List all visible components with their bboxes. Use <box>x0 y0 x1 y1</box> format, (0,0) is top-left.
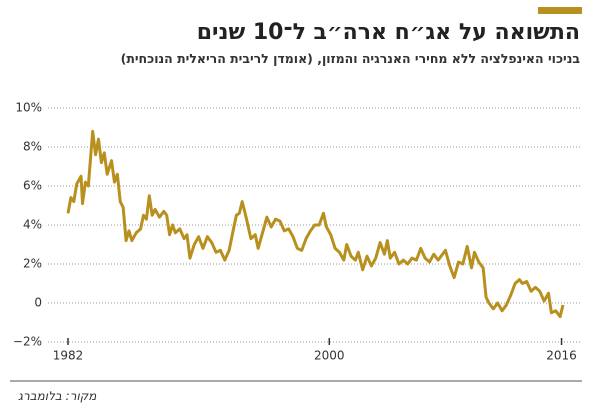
x-tick-label: 2000 <box>314 349 345 363</box>
y-tick-label: 10% <box>15 101 42 115</box>
y-tick-label: 4% <box>23 218 42 232</box>
source: מקור: בלומברג <box>18 389 97 403</box>
y-tick-label: 6% <box>23 179 42 193</box>
line-series <box>66 129 565 319</box>
x-tick-label: 2016 <box>546 349 577 363</box>
y-tick-label: 2% <box>23 257 42 271</box>
chart-title: התשואה על אג״ח ארה״ב ל־10 שנים <box>196 20 580 45</box>
y-tick-label: −2% <box>13 335 42 349</box>
x-tick-label: 1982 <box>53 349 84 363</box>
y-tick-label: 8% <box>23 140 42 154</box>
accent-bar <box>538 7 582 14</box>
chart-subtitle: בניכוי האינפלציה ללא מחירי האנרגיה והמזו… <box>120 51 580 66</box>
y-tick-label: 0 <box>34 296 42 310</box>
